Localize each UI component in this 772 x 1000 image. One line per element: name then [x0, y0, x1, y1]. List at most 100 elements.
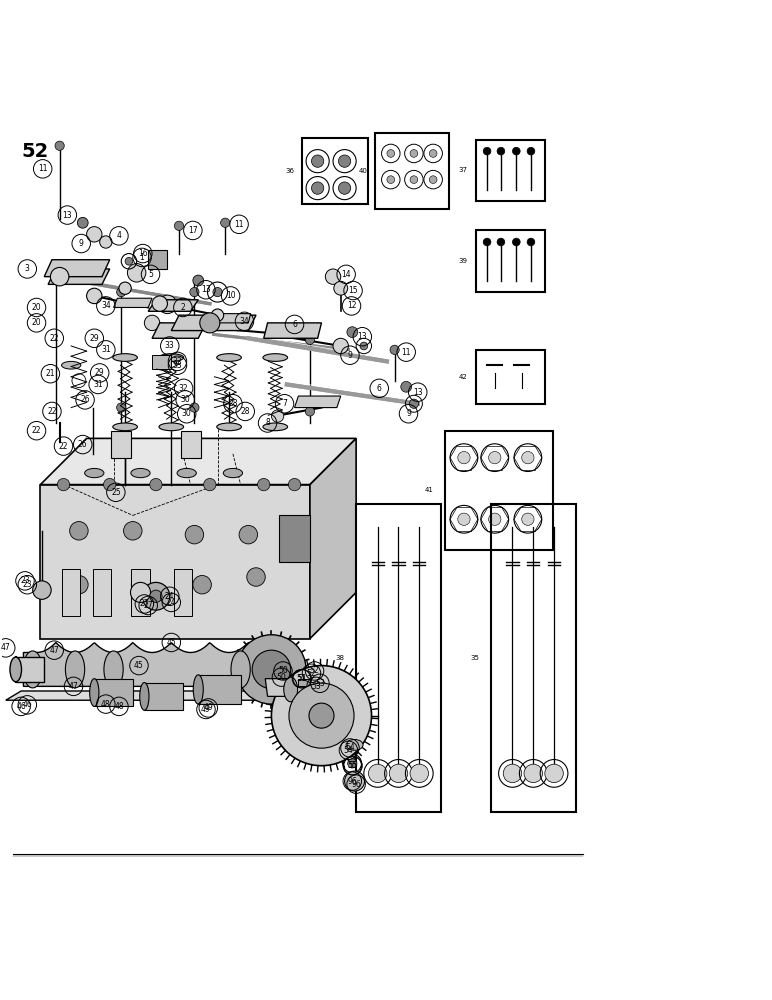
Circle shape: [513, 147, 520, 155]
Circle shape: [247, 568, 266, 586]
Circle shape: [125, 257, 133, 265]
Circle shape: [334, 281, 347, 295]
Circle shape: [311, 182, 323, 194]
Circle shape: [193, 575, 212, 594]
Circle shape: [142, 582, 170, 610]
Text: 50: 50: [278, 666, 288, 675]
Ellipse shape: [263, 354, 288, 361]
Circle shape: [333, 338, 348, 354]
Polygon shape: [15, 657, 44, 682]
Text: 13: 13: [201, 285, 211, 294]
Text: 8: 8: [266, 418, 270, 427]
Ellipse shape: [104, 651, 124, 688]
Circle shape: [410, 150, 418, 157]
Text: 11: 11: [38, 164, 47, 173]
Circle shape: [489, 451, 501, 464]
Text: 22: 22: [59, 442, 68, 451]
Circle shape: [410, 764, 428, 783]
Circle shape: [368, 764, 387, 783]
Circle shape: [252, 650, 291, 689]
Text: 37: 37: [459, 167, 468, 173]
Circle shape: [524, 764, 543, 783]
Text: 7: 7: [282, 399, 287, 408]
Text: 16: 16: [138, 249, 147, 258]
Circle shape: [144, 315, 160, 331]
Polygon shape: [152, 323, 206, 338]
Bar: [375, 133, 449, 209]
Circle shape: [513, 238, 520, 246]
Text: 15: 15: [348, 286, 358, 295]
Text: 47: 47: [69, 682, 79, 691]
Circle shape: [272, 666, 371, 766]
Text: 38: 38: [336, 655, 344, 661]
Circle shape: [289, 478, 300, 491]
Bar: [152, 355, 171, 369]
Circle shape: [130, 582, 151, 602]
Circle shape: [185, 525, 204, 544]
Text: 47: 47: [49, 646, 59, 655]
Ellipse shape: [159, 354, 184, 361]
Text: 22: 22: [47, 407, 56, 416]
Text: 96: 96: [351, 780, 361, 789]
Polygon shape: [113, 298, 152, 307]
Polygon shape: [295, 396, 340, 408]
Text: 3: 3: [25, 264, 30, 273]
Bar: [299, 679, 310, 686]
Bar: [181, 431, 201, 458]
Text: 46: 46: [16, 702, 26, 711]
Text: 20: 20: [32, 303, 42, 312]
Circle shape: [503, 764, 522, 783]
Circle shape: [204, 478, 216, 491]
Polygon shape: [171, 315, 256, 331]
Text: 31: 31: [93, 380, 103, 389]
Circle shape: [213, 287, 222, 297]
Circle shape: [483, 147, 491, 155]
Text: 9: 9: [79, 239, 83, 248]
Text: 47: 47: [1, 643, 11, 652]
Circle shape: [410, 176, 418, 183]
Text: 9: 9: [406, 409, 411, 418]
Bar: [131, 569, 150, 616]
Text: 35: 35: [470, 655, 479, 661]
Circle shape: [32, 581, 51, 599]
Circle shape: [86, 288, 102, 304]
Bar: [94, 679, 133, 706]
Circle shape: [158, 295, 177, 314]
Polygon shape: [148, 300, 198, 311]
Polygon shape: [44, 260, 110, 277]
Circle shape: [50, 267, 69, 286]
Circle shape: [117, 403, 126, 412]
Circle shape: [497, 238, 505, 246]
Circle shape: [429, 150, 437, 157]
Text: 6: 6: [292, 320, 297, 329]
Circle shape: [190, 287, 199, 297]
Polygon shape: [48, 269, 110, 284]
Bar: [356, 504, 441, 812]
Text: 23: 23: [22, 580, 32, 589]
Text: 24: 24: [165, 592, 174, 601]
Circle shape: [221, 218, 230, 227]
Bar: [111, 431, 131, 458]
Bar: [491, 504, 576, 812]
Ellipse shape: [85, 468, 104, 478]
Bar: [148, 250, 168, 269]
Text: 49: 49: [201, 705, 211, 714]
Bar: [476, 230, 545, 292]
Text: 41: 41: [425, 487, 433, 493]
Circle shape: [347, 327, 357, 338]
Text: 51: 51: [296, 674, 306, 683]
Text: 1: 1: [140, 253, 144, 262]
Polygon shape: [266, 679, 293, 696]
Text: 14: 14: [341, 270, 351, 279]
Ellipse shape: [10, 657, 22, 682]
Text: 22: 22: [32, 426, 41, 435]
Bar: [302, 138, 367, 204]
Text: 27: 27: [144, 601, 153, 610]
Polygon shape: [5, 691, 287, 700]
Ellipse shape: [217, 423, 242, 431]
Circle shape: [119, 282, 131, 294]
Circle shape: [152, 296, 168, 311]
Circle shape: [387, 176, 394, 183]
Text: 29: 29: [90, 334, 99, 343]
Text: 9: 9: [347, 351, 352, 360]
